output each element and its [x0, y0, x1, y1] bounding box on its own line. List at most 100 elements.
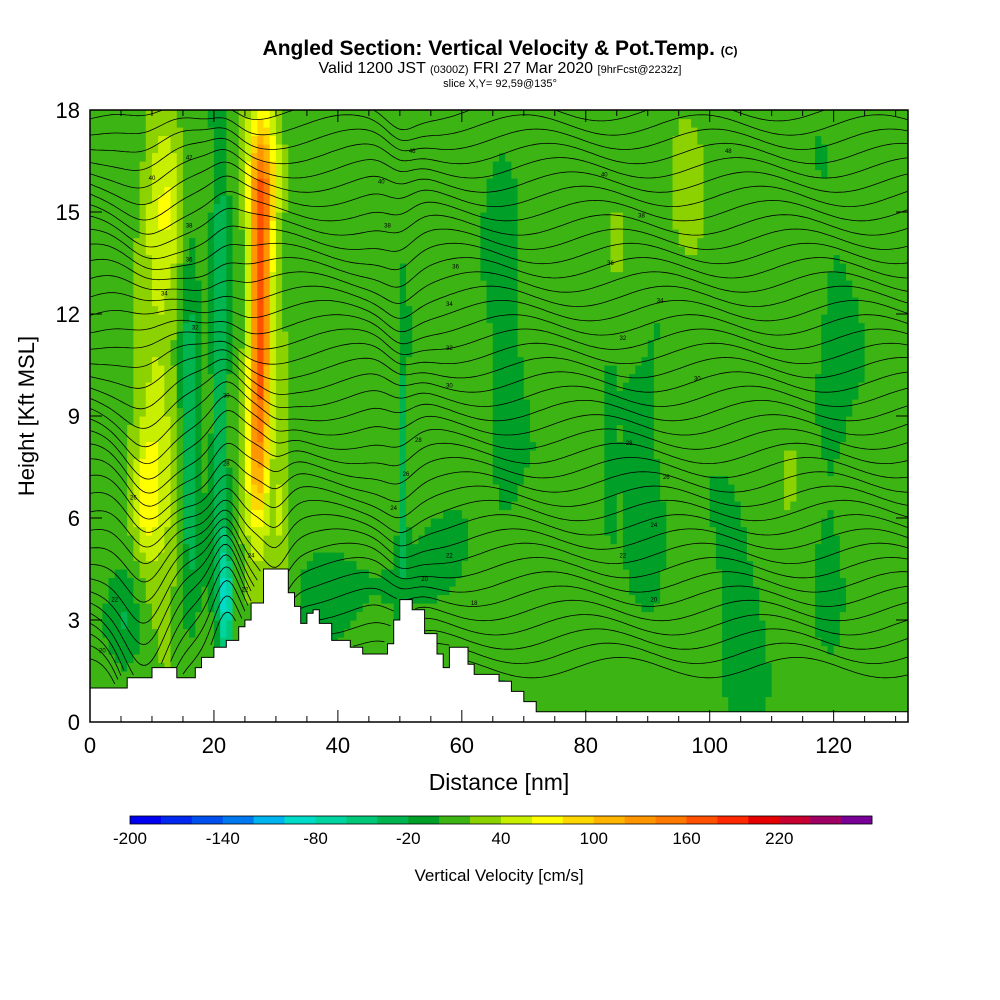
field-cell [375, 339, 382, 349]
field-cell [443, 560, 451, 570]
field-cell [176, 348, 184, 358]
valid-date: FRI 27 Mar 2020 [473, 60, 594, 77]
field-cell [368, 237, 376, 247]
field-cell [306, 161, 314, 171]
field-cell [325, 314, 333, 324]
field-cell [170, 416, 178, 426]
field-cell [325, 526, 333, 536]
field-cell [331, 271, 339, 281]
field-cell [263, 552, 271, 562]
field-cell [182, 662, 190, 672]
field-cell [108, 645, 116, 655]
field-cell [114, 229, 122, 239]
field-cell [375, 212, 382, 222]
field-cell [238, 229, 246, 239]
field-cell [182, 220, 190, 230]
field-cell [232, 118, 240, 128]
field-cell [331, 365, 339, 375]
field-cell [195, 118, 203, 128]
field-cell [306, 322, 314, 332]
field-cell [294, 161, 302, 171]
field-cell [226, 458, 234, 468]
field-cell [418, 288, 426, 298]
field-cell [294, 314, 302, 324]
field-cell [251, 424, 258, 434]
field-cell [486, 229, 494, 239]
field-cell [393, 161, 401, 171]
field-cell [220, 611, 227, 621]
field-cell [114, 280, 122, 290]
field-cell [176, 110, 184, 120]
field-cell [387, 127, 395, 137]
field-cell [443, 509, 451, 519]
field-cell [114, 399, 122, 409]
field-cell [368, 450, 376, 460]
field-cell [362, 229, 370, 239]
field-cell [127, 603, 134, 613]
field-cell [499, 407, 506, 417]
field-cell [108, 246, 116, 256]
field-cell [375, 509, 382, 519]
field-cell [151, 212, 159, 222]
field-cell [480, 441, 488, 451]
field-cell [269, 305, 277, 315]
field-cell [486, 382, 494, 392]
field-cell [306, 271, 314, 281]
field-cell [269, 169, 277, 179]
field-cell [189, 237, 196, 247]
field-cell [127, 416, 134, 426]
field-cell [158, 509, 165, 519]
field-cell [492, 552, 500, 562]
field-cell [275, 254, 283, 264]
field-cell [344, 373, 351, 383]
field-cell [90, 433, 97, 443]
field-cell [170, 339, 178, 349]
field-cell [158, 237, 165, 247]
field-cell [406, 356, 413, 366]
field-cell [461, 535, 469, 545]
field-cell [381, 645, 389, 655]
field-cell [263, 348, 271, 358]
field-cell [319, 331, 327, 341]
field-cell [406, 416, 413, 426]
field-cell [337, 220, 345, 230]
field-cell [375, 314, 382, 324]
field-cell [368, 586, 376, 596]
field-cell [455, 399, 463, 409]
field-cell [294, 127, 302, 137]
field-cell [418, 594, 426, 604]
field-cell [120, 203, 128, 213]
field-cell [430, 195, 438, 205]
field-cell [492, 331, 500, 341]
field-cell [492, 628, 500, 638]
field-cell [127, 662, 134, 672]
field-cell [127, 637, 134, 647]
field-cell [294, 297, 302, 307]
field-cell [263, 314, 271, 324]
field-cell [393, 390, 401, 400]
field-cell [151, 552, 159, 562]
field-cell [189, 560, 196, 570]
field-cell [325, 135, 333, 145]
field-cell [313, 339, 320, 349]
field-cell [306, 509, 314, 519]
field-cell [238, 416, 246, 426]
field-cell [213, 484, 221, 494]
field-cell [511, 237, 519, 247]
field-cell [195, 458, 203, 468]
field-cell [170, 450, 178, 460]
field-cell [114, 518, 122, 528]
field-cell [492, 356, 500, 366]
field-cell [486, 637, 494, 647]
field-cell [226, 586, 234, 596]
field-cell [195, 552, 203, 562]
field-cell [418, 458, 426, 468]
field-cell [96, 586, 103, 596]
field-cell [480, 458, 488, 468]
field-cell [269, 560, 277, 570]
field-cell [337, 152, 345, 162]
field-cell [300, 246, 308, 256]
field-cell [486, 433, 494, 443]
field-cell [399, 569, 407, 579]
field-cell [499, 373, 506, 383]
